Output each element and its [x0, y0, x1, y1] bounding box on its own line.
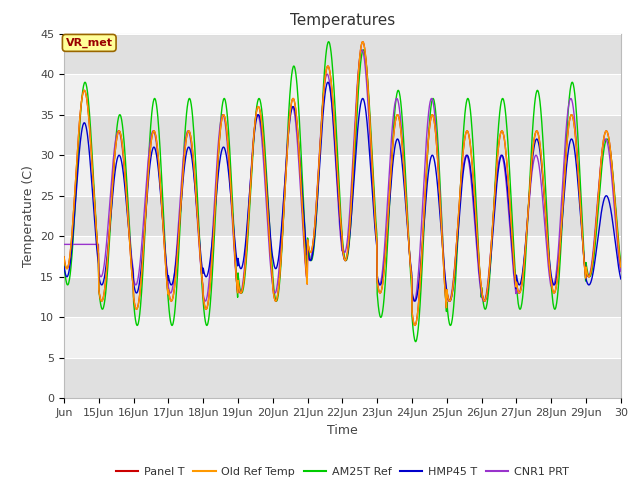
Old Ref Temp — [282, 164, 290, 170]
HMP45 T — [282, 159, 290, 165]
AM25T Ref — [435, 163, 443, 169]
Old Ref Temp — [356, 47, 364, 53]
CNR1 PRT — [283, 150, 291, 156]
HMP45 T — [617, 276, 625, 282]
Old Ref Temp — [359, 39, 367, 45]
Line: Old Ref Temp: Old Ref Temp — [64, 42, 621, 325]
Bar — [64, 34, 621, 74]
CNR1 PRT — [317, 123, 325, 129]
CNR1 PRT — [617, 269, 625, 275]
Panel T — [60, 254, 68, 260]
HMP45 T — [435, 202, 443, 207]
HMP45 T — [74, 163, 82, 168]
Old Ref Temp — [435, 183, 443, 189]
Panel T — [359, 39, 367, 45]
CNR1 PRT — [435, 177, 443, 183]
Bar — [64, 236, 621, 277]
CNR1 PRT — [74, 241, 82, 247]
X-axis label: Time: Time — [327, 424, 358, 437]
Old Ref Temp — [617, 264, 625, 270]
Panel T — [74, 137, 82, 143]
Old Ref Temp — [74, 137, 82, 143]
AM25T Ref — [617, 260, 625, 265]
Panel T — [435, 183, 443, 189]
Bar — [64, 155, 621, 196]
Panel T — [317, 132, 324, 138]
HMP45 T — [411, 298, 419, 304]
CNR1 PRT — [202, 298, 209, 304]
Panel T — [617, 264, 625, 270]
AM25T Ref — [412, 339, 419, 345]
HMP45 T — [406, 257, 414, 263]
HMP45 T — [357, 100, 365, 106]
HMP45 T — [60, 264, 68, 269]
Line: CNR1 PRT: CNR1 PRT — [64, 50, 621, 301]
Panel T — [406, 260, 414, 265]
AM25T Ref — [317, 134, 324, 140]
AM25T Ref — [324, 39, 332, 45]
Old Ref Temp — [317, 132, 324, 138]
Bar — [64, 115, 621, 155]
AM25T Ref — [60, 261, 68, 267]
AM25T Ref — [282, 158, 290, 164]
AM25T Ref — [74, 148, 82, 154]
CNR1 PRT — [357, 49, 365, 55]
Panel T — [356, 47, 364, 53]
Bar — [64, 317, 621, 358]
HMP45 T — [324, 79, 332, 85]
Panel T — [282, 164, 290, 170]
AM25T Ref — [406, 264, 414, 270]
Y-axis label: Temperature (C): Temperature (C) — [22, 165, 35, 267]
Panel T — [411, 323, 419, 328]
Old Ref Temp — [406, 260, 414, 265]
HMP45 T — [317, 145, 324, 151]
Text: VR_met: VR_met — [66, 38, 113, 48]
AM25T Ref — [357, 58, 365, 63]
Old Ref Temp — [411, 323, 419, 328]
Title: Temperatures: Temperatures — [290, 13, 395, 28]
Bar — [64, 277, 621, 317]
Bar — [64, 196, 621, 236]
Line: Panel T: Panel T — [64, 42, 621, 325]
CNR1 PRT — [358, 47, 366, 53]
CNR1 PRT — [406, 263, 414, 268]
Bar — [64, 74, 621, 115]
Bar — [64, 358, 621, 398]
Line: AM25T Ref: AM25T Ref — [64, 42, 621, 342]
Line: HMP45 T: HMP45 T — [64, 82, 621, 301]
CNR1 PRT — [60, 241, 68, 247]
Old Ref Temp — [60, 254, 68, 260]
Legend: Panel T, Old Ref Temp, AM25T Ref, HMP45 T, CNR1 PRT: Panel T, Old Ref Temp, AM25T Ref, HMP45 … — [112, 462, 573, 480]
